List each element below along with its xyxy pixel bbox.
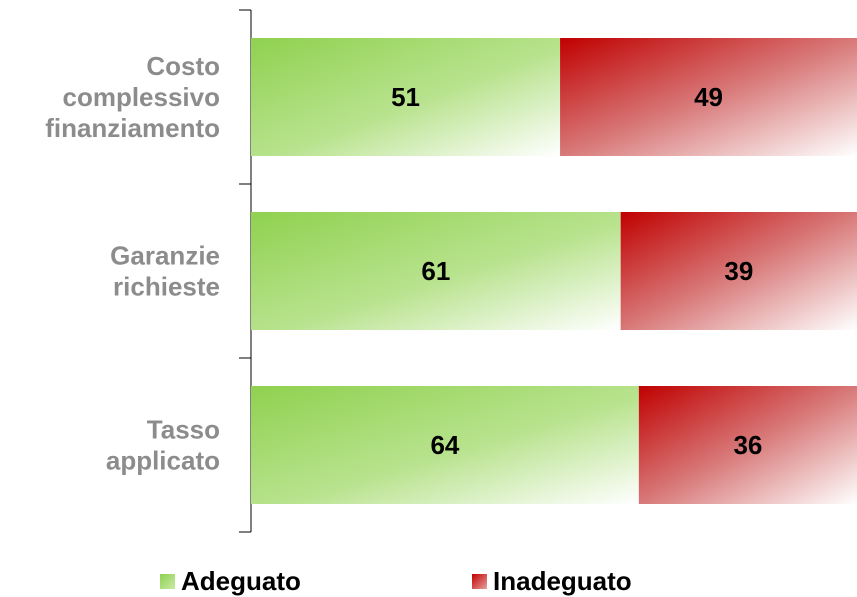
value-label-inadeguato: 36: [733, 430, 762, 460]
value-label-inadeguato: 39: [724, 256, 753, 286]
bar-adeguato: [251, 386, 639, 504]
value-label-inadeguato: 49: [694, 82, 723, 112]
category-label-line: complessivo: [62, 82, 220, 112]
stacked-bar-chart: Costo complessivo finanziamento Garanzie ric…: [45, 9, 857, 533]
bar-inadeguato: [638, 386, 857, 504]
bar-adeguato: [251, 38, 561, 156]
value-label-adeguato: 64: [430, 430, 459, 460]
value-label-adeguato: 61: [421, 256, 450, 286]
legend-label-inadeguato: Inadeguato: [493, 566, 632, 596]
value-label-adeguato: 51: [391, 82, 420, 112]
category-label-line: Garanzie: [110, 241, 220, 271]
legend-swatch-inadeguato: [472, 574, 487, 589]
bar-inadeguato: [620, 212, 857, 330]
category-label: Tasso applicato: [106, 415, 220, 476]
category-label-line: Tasso: [147, 415, 220, 445]
category-label-line: Costo: [146, 51, 220, 81]
bar-adeguato: [251, 212, 621, 330]
category-label-line: applicato: [106, 446, 220, 476]
category-label-line: finanziamento: [45, 113, 220, 143]
legend-item-adeguato: Adeguato: [160, 566, 301, 596]
category-label-line: richieste: [113, 272, 220, 302]
category-labels: Costo complessivo finanziamento Garanzie ric…: [45, 51, 220, 476]
value-labels: 51 49 61 39 64 36: [391, 82, 762, 460]
legend-item-inadeguato: Inadeguato: [472, 566, 632, 596]
bar-inadeguato: [560, 38, 857, 156]
category-label: Garanzie richieste: [110, 241, 220, 302]
category-axis: [239, 9, 252, 533]
category-label: Costo complessivo finanziamento: [45, 51, 220, 143]
legend-swatch-adeguato: [160, 574, 175, 589]
bars-group: [251, 38, 857, 504]
legend-label-adeguato: Adeguato: [181, 566, 301, 596]
